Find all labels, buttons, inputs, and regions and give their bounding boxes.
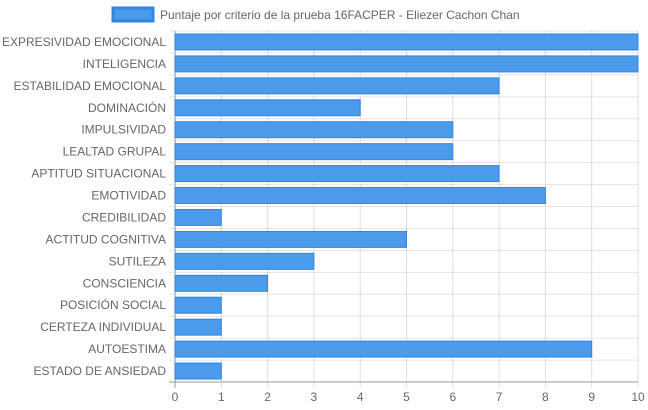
y-tick-label: CERTEZA INDIVIDUAL: [40, 320, 166, 334]
y-tick-label: CONSCIENCIA: [83, 276, 166, 290]
x-tick-label: 7: [496, 390, 503, 404]
y-tick-label: ACTITUD COGNITIVA: [46, 232, 166, 246]
bar[interactable]: [174, 165, 500, 183]
bar[interactable]: [174, 252, 315, 270]
x-tick-label: 6: [449, 390, 456, 404]
bar[interactable]: [174, 230, 407, 248]
bar[interactable]: [174, 187, 546, 205]
x-tick-label: 0: [172, 390, 179, 404]
bar[interactable]: [174, 208, 222, 226]
y-tick-label: POSICIÓN SOCIAL: [60, 297, 166, 312]
y-tick-label: AUTOESTIMA: [88, 342, 166, 356]
bar[interactable]: [174, 340, 593, 358]
y-tick-label: IMPULSIVIDAD: [81, 123, 166, 137]
x-tick-label: 2: [264, 390, 271, 404]
bars: [174, 33, 639, 380]
y-tick-label: DOMINACIÓN: [88, 100, 166, 115]
y-tick-label: INTELIGENCIA: [83, 57, 166, 71]
x-tick-label: 4: [357, 390, 364, 404]
x-axis-labels: 0 1 2 3 4 5 6 7 8 9 10: [172, 390, 645, 404]
bar[interactable]: [174, 33, 639, 51]
bar[interactable]: [174, 121, 454, 139]
bar[interactable]: [174, 362, 222, 380]
bar[interactable]: [174, 143, 454, 161]
x-tick-label: 1: [218, 390, 225, 404]
y-tick-label: ESTABILIDAD EMOCIONAL: [14, 79, 167, 93]
x-tick-label: 5: [403, 390, 410, 404]
y-axis-labels: EXPRESIVIDAD EMOCIONAL INTELIGENCIA ESTABI…: [2, 35, 166, 378]
x-tick-label: 9: [588, 390, 595, 404]
bar[interactable]: [174, 77, 500, 95]
y-tick-label: EMOTIVIDAD: [91, 189, 166, 203]
bar[interactable]: [174, 274, 269, 292]
y-tick-label: LEALTAD GRUPAL: [63, 145, 167, 159]
legend-swatch: [111, 6, 155, 23]
bar[interactable]: [174, 55, 639, 73]
y-tick-label: CREDIBILIDAD: [82, 210, 166, 224]
bar[interactable]: [174, 318, 222, 336]
y-tick-label: EXPRESIVIDAD EMOCIONAL: [2, 35, 166, 49]
bar[interactable]: [174, 296, 222, 314]
x-tick-label: 3: [311, 390, 318, 404]
y-tick-label: ESTADO DE ANSIEDAD: [34, 364, 167, 378]
x-tick-label: 10: [631, 390, 645, 404]
y-tick-label: SUTILEZA: [109, 254, 166, 268]
x-tick-label: 8: [542, 390, 549, 404]
legend-label: Puntaje por criterio de la prueba 16FACP…: [160, 8, 520, 22]
legend[interactable]: Puntaje por criterio de la prueba 16FACP…: [111, 6, 520, 23]
bar[interactable]: [174, 99, 361, 117]
y-tick-label: APTITUD SITUACIONAL: [31, 167, 166, 181]
